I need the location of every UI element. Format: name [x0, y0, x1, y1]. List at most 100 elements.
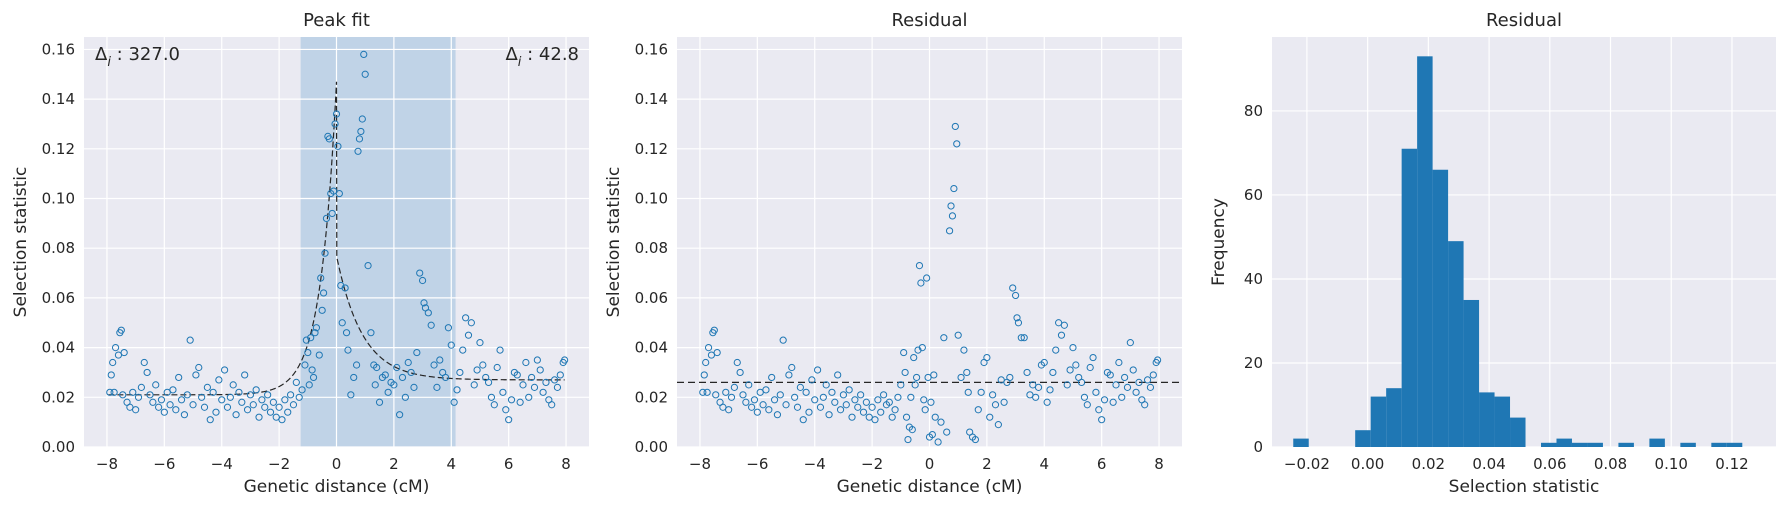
data-point: [865, 413, 873, 421]
data-point: [954, 331, 962, 339]
data-point: [312, 324, 321, 332]
data-point: [793, 403, 802, 411]
data-point: [360, 50, 368, 58]
data-point: [367, 329, 375, 337]
data-point: [756, 388, 764, 396]
data-point: [948, 212, 957, 220]
data-point: [134, 393, 143, 401]
data-point: [553, 383, 562, 391]
x-tick-label: 6: [504, 455, 514, 473]
data-point: [255, 413, 263, 421]
data-point: [700, 371, 708, 379]
data-point: [120, 348, 128, 357]
data-point: [911, 381, 919, 389]
data-point: [192, 371, 200, 379]
data-point: [1023, 368, 1031, 377]
histogram-bar: [1618, 442, 1634, 447]
data-point: [319, 289, 328, 297]
data-point: [759, 401, 767, 409]
data-point: [725, 406, 733, 414]
data-point: [859, 408, 868, 416]
y-tick-label: 0.08: [635, 239, 668, 257]
data-point: [361, 70, 369, 78]
data-point: [155, 403, 163, 411]
data-point: [499, 388, 507, 396]
data-point: [750, 396, 759, 404]
data-point: [931, 413, 939, 421]
data-point: [719, 403, 727, 411]
data-point: [710, 326, 718, 334]
data-point: [885, 398, 893, 406]
data-point: [745, 381, 753, 389]
data-point: [126, 403, 134, 411]
data-point: [770, 396, 779, 404]
data-point: [505, 416, 513, 424]
data-point: [249, 401, 257, 409]
data-point: [874, 396, 882, 404]
histogram-bar: [1587, 442, 1603, 447]
data-point: [722, 388, 730, 396]
histogram-bar: [1680, 442, 1696, 447]
data-point: [799, 416, 807, 424]
data-point: [186, 336, 194, 344]
data-point: [407, 368, 415, 377]
data-point: [561, 356, 569, 364]
x-tick-label: 0: [925, 455, 935, 473]
data-point: [433, 383, 441, 391]
x-tick-label: 0.02: [1412, 455, 1445, 473]
data-point: [904, 435, 912, 444]
data-point: [940, 334, 948, 342]
data-point: [220, 366, 229, 374]
data-point: [991, 401, 1000, 409]
y-tick-label: 0.04: [42, 339, 75, 357]
data-point: [189, 401, 197, 409]
data-point: [364, 262, 372, 270]
histogram-bar: [1401, 148, 1418, 447]
data-point: [226, 393, 234, 401]
data-point: [848, 413, 856, 421]
data-point: [1077, 378, 1086, 386]
y-tick-label: 0.00: [635, 438, 668, 456]
data-point: [390, 381, 398, 389]
panel-title: Residual: [891, 10, 967, 31]
data-point: [917, 279, 925, 287]
data-point: [404, 358, 412, 367]
data-point: [107, 371, 115, 379]
peak-region-span: [300, 37, 456, 447]
data-point: [530, 383, 539, 391]
data-point: [166, 401, 174, 409]
data-point: [177, 396, 186, 404]
data-point: [1106, 371, 1114, 379]
histogram-bar: [1463, 299, 1480, 447]
y-tick-label: 0.06: [42, 289, 75, 307]
data-point: [742, 398, 750, 406]
histogram-bar: [1726, 442, 1743, 447]
data-point: [278, 416, 286, 424]
data-point: [450, 398, 458, 406]
data-point: [974, 406, 982, 414]
data-point: [308, 366, 316, 374]
data-point: [1066, 366, 1074, 374]
data-point: [910, 353, 918, 362]
data-point: [1098, 416, 1106, 424]
x-tick-label: −0.02: [1284, 455, 1330, 473]
histogram-bar: [1571, 442, 1588, 447]
data-point: [1011, 291, 1020, 300]
data-point: [1072, 361, 1080, 369]
data-point: [393, 363, 401, 372]
panel-2: −8 −6 −4 −2 0 2 4 6 8 0.00 0.02 0.04 0.06 0.08 0.10 0.1…: [604, 10, 1182, 497]
data-point: [315, 351, 323, 359]
data-point: [1052, 346, 1060, 354]
data-point: [427, 321, 435, 329]
data-point: [912, 373, 921, 382]
data-point: [550, 376, 559, 384]
data-point: [713, 348, 721, 357]
x-tick-label: 0.12: [1715, 455, 1748, 473]
data-point: [1020, 334, 1028, 342]
x-tick-label: 2: [982, 455, 992, 473]
data-point: [258, 396, 266, 404]
data-point: [765, 406, 773, 414]
data-point: [218, 396, 226, 404]
data-point: [1055, 319, 1063, 327]
data-point: [1029, 381, 1037, 389]
